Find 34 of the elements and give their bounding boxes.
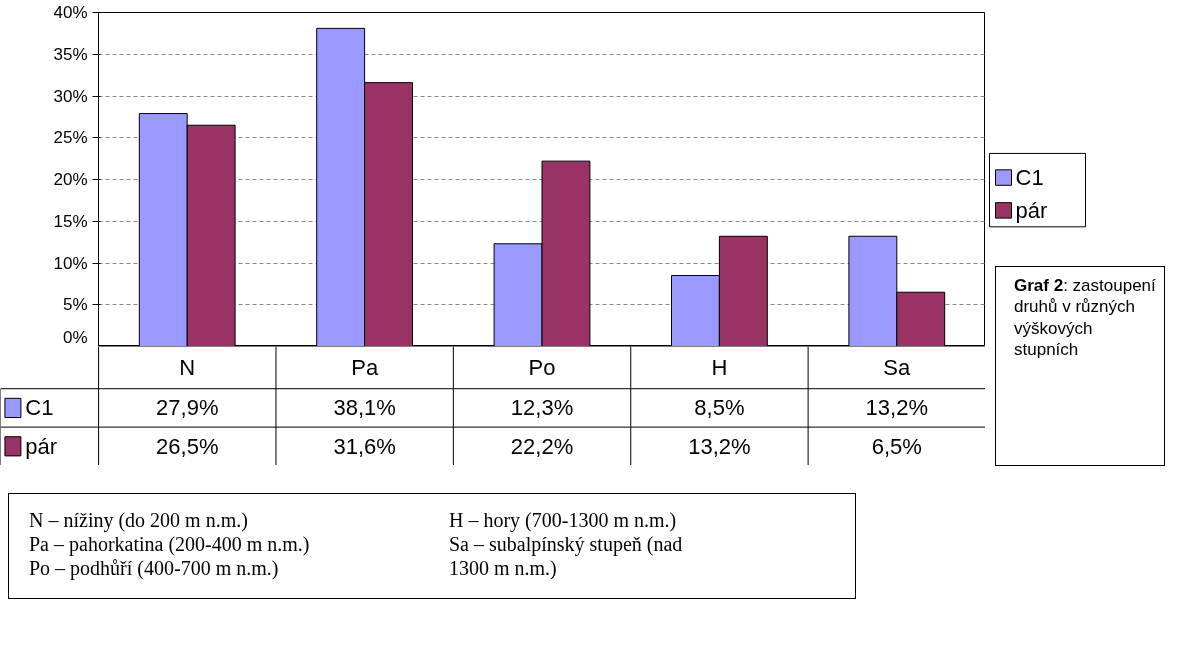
x-tick-label: Pa [351, 355, 379, 381]
legend-label: C1 [25, 395, 54, 421]
data-label: 38,1% [333, 395, 396, 421]
x-tick-label: H [711, 355, 728, 381]
text: C1 [1015, 165, 1044, 191]
data-label: 13,2% [865, 395, 929, 421]
data-label: 12,3% [510, 395, 574, 421]
y-tick-label: 0% [62, 327, 88, 347]
legend-label: pár [1015, 197, 1048, 223]
x-tick-label: Po [528, 355, 556, 381]
text: Sa – subalpínský stupeň (nad 1300 m n.m.) [449, 533, 683, 579]
data-label: 8,5% [694, 395, 745, 421]
y-tick-label: 25% [53, 128, 88, 148]
y-tick-label: 40% [53, 3, 88, 22]
data-label: 22,2% [510, 433, 574, 459]
data-label: 27,9% [156, 395, 219, 421]
text: Po – podhůří (400-700 m n.m.) [29, 557, 279, 579]
x-tick-label: N [179, 355, 196, 381]
text: H – hory (700-1300 m n.m.) [449, 509, 677, 531]
y-tick-label: 10% [53, 253, 88, 273]
y-tick-label: 30% [53, 86, 88, 106]
text: pár [25, 433, 58, 459]
text: N – nížiny (do 200 m n.m.) [29, 509, 248, 531]
data-label: 6,5% [871, 433, 922, 459]
y-tick-label: 20% [53, 170, 88, 189]
data-label: 26,5% [156, 433, 219, 459]
y-tick-label: 5% [62, 295, 88, 315]
data-label: 13,2% [688, 433, 751, 459]
y-tick-label: 15% [53, 211, 88, 231]
y-tick-label: 35% [53, 44, 88, 64]
data-label: 31,6% [333, 433, 396, 459]
text: Graf 2: zastoupení druhů v různých výškových stupních [1014, 275, 1156, 360]
text: Pa – pahorkatina (200-400 m n.m.) [29, 533, 310, 555]
x-tick-label: Sa [883, 355, 912, 381]
